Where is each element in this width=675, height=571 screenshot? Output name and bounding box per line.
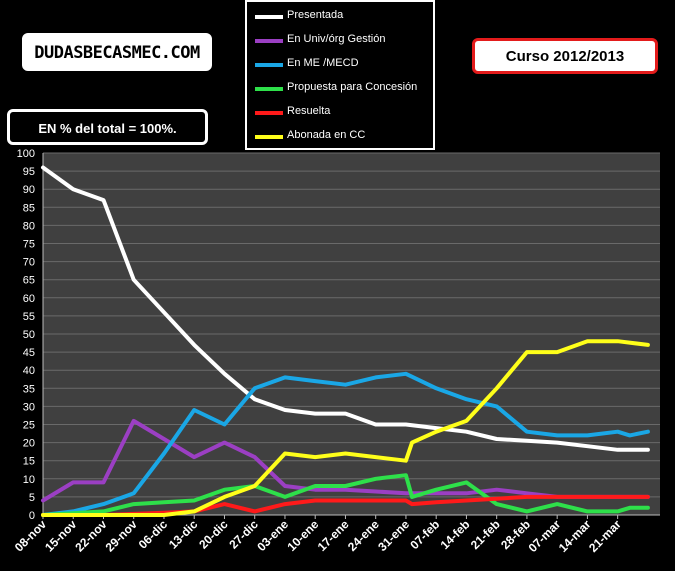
chart-legend: Presentada En Univ/órg Gestión En ME /MECD… [245,0,435,150]
x-tick-label: 07-mar [526,517,564,555]
legend-item: En ME /MECD [255,55,435,73]
legend-item: Abonada en CC [255,127,435,145]
legend-swatch [255,87,283,91]
y-tick-label: 25 [23,420,35,432]
y-tick-label: 60 [23,293,35,305]
series-line [41,165,650,452]
series-line [41,371,650,517]
y-tick-label: 90 [23,184,35,196]
legend-label: Presentada [287,9,344,21]
legend-label: En ME /MECD [287,57,359,69]
y-tick-label: 75 [23,239,35,251]
legend-label: Abonada en CC [287,129,366,141]
series-line [41,473,650,517]
x-tick-label: 07-feb [407,517,442,552]
y-tick-label: 95 [23,166,35,178]
series-line [41,339,650,517]
x-tick-label: 13-dic [166,517,201,552]
x-tick-label: 03-ene [254,517,291,554]
site-logo-text: DUDASBECASMEC.COM [34,43,200,63]
grid-lines [43,152,660,498]
y-tick-label: 15 [23,456,35,468]
y-tick-label: 30 [23,401,35,413]
y-tick-labels: 0 5 10 15 20 25 30 35 40 45 50 55 60 65 70 75 80 85 90 95 10… [17,148,35,522]
x-tick-label: 20-dic [196,517,231,552]
x-tick-label: 08-nov [12,517,49,554]
legend-swatch [255,63,283,67]
y-tick-label: 35 [23,383,35,395]
y-tick-label: 55 [23,311,35,323]
x-tick-label: 21-mar [586,517,624,555]
y-tick-label: 45 [23,347,35,359]
series-lines [41,165,650,517]
legend-label: En Univ/órg Gestión [287,33,386,45]
y-tick-label: 85 [23,202,35,214]
x-tick-label: 21-feb [468,517,503,552]
percent-note-box: EN % del total = 100%. [7,109,208,145]
legend-item: Propuesta para Concesión [255,79,435,97]
x-tick-label: 10-ene [285,517,322,554]
y-tick-label: 0 [29,510,35,522]
y-tick-label: 80 [23,220,35,232]
legend-swatch [255,39,283,43]
x-tick-label: 15-nov [42,517,79,554]
legend-swatch [255,111,283,115]
y-tick-label: 20 [23,438,35,450]
x-tick-label: 06-dic [136,517,171,552]
course-label: Curso 2012/2013 [505,48,625,65]
x-tick-label: 14-mar [556,517,594,555]
x-tick-label: 14-feb [438,517,473,552]
y-tick-label: 50 [23,329,35,341]
y-tick-label: 70 [23,257,35,269]
x-tick-labels: 08-nov15-nov22-nov29-nov06-dic13-dic20-d… [12,517,624,555]
legend-item: En Univ/órg Gestión [255,31,435,49]
x-tick-label: 29-nov [103,517,140,554]
legend-swatch [255,135,283,139]
legend-label: Propuesta para Concesión [287,81,418,93]
legend-item: Resuelta [255,103,435,121]
x-tick-label: 24-ene [345,517,382,554]
y-tick-label: 65 [23,275,35,287]
y-tick-label: 100 [17,148,35,160]
y-tick-label: 5 [29,492,35,504]
legend-item: Presentada [255,7,435,25]
legend-label: Resuelta [287,105,331,117]
percent-note: EN % del total = 100%. [38,121,177,136]
x-tick-label: 17-ene [315,517,352,554]
x-tick-label: 31-ene [375,517,412,554]
x-tick-label: 22-nov [72,517,109,554]
y-tick-label: 10 [23,474,35,486]
site-logo: DUDASBECASMEC.COM [22,33,212,71]
course-badge: Curso 2012/2013 [472,38,658,74]
legend-swatch [255,15,283,19]
y-tick-label: 40 [23,365,35,377]
